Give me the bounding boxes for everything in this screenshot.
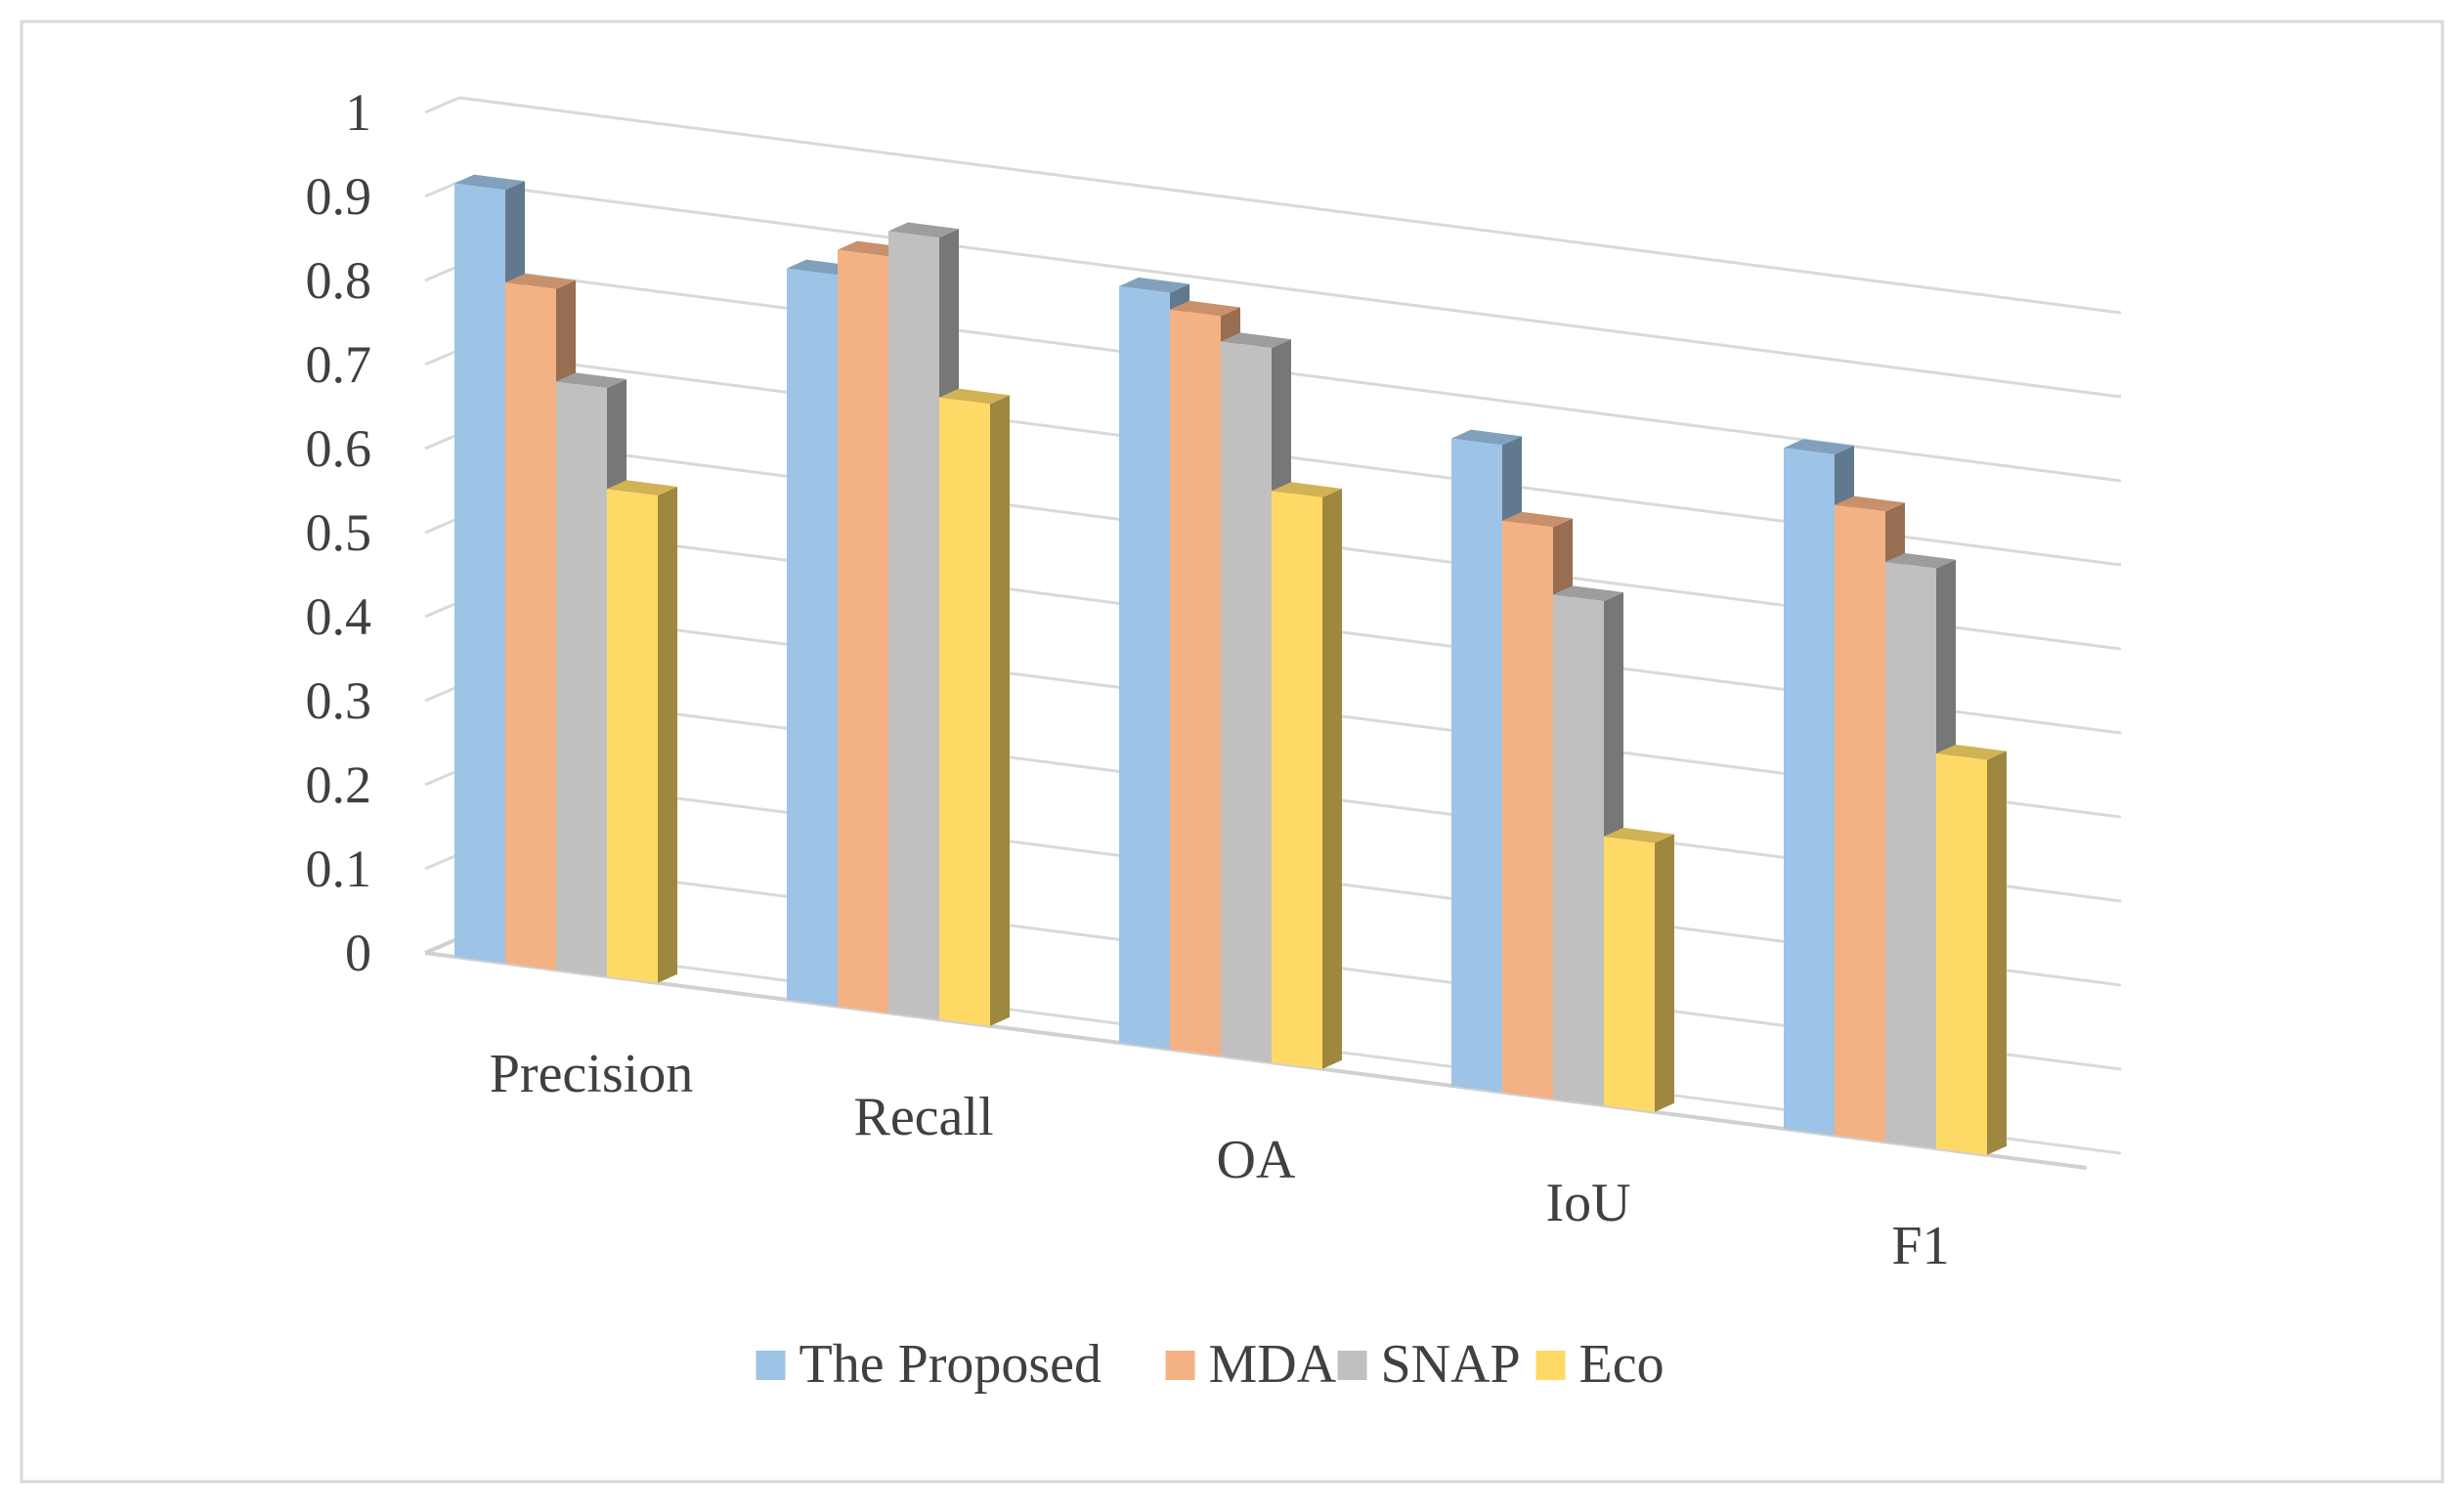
gridline-side (424, 96, 460, 114)
bar-front (1221, 341, 1272, 1063)
bar-top (1604, 827, 1674, 843)
category-labels: Precision Recall OA IoU F1 (490, 1044, 1950, 1276)
bar-top (1885, 552, 1956, 569)
floor-edge (424, 936, 460, 955)
gridline-side (424, 852, 460, 871)
bar-top (1835, 495, 1905, 512)
bar-front (1835, 504, 1885, 1142)
bar-recall-eco (939, 388, 1010, 1026)
y-tick-label: 0.4 (306, 587, 372, 646)
bar-front (556, 381, 607, 977)
legend-swatch (1165, 1351, 1195, 1380)
legend-swatch (756, 1351, 786, 1380)
bar-top (1221, 332, 1291, 349)
gridline-side (424, 768, 460, 787)
bar-top (888, 222, 959, 238)
bar-top (939, 388, 1010, 405)
gridline-side (424, 516, 460, 535)
bar-top (556, 372, 627, 389)
bars (454, 174, 2007, 1155)
bar-top (505, 274, 576, 289)
bar-precision-eco (607, 480, 677, 983)
bar-top (1553, 585, 1623, 602)
bar-f1-eco (1936, 744, 2007, 1155)
bar-front (454, 183, 505, 964)
y-tick-label: 0.7 (306, 335, 372, 394)
gridline-side (424, 684, 460, 703)
bar-side (1655, 834, 1674, 1112)
bar-top (1451, 429, 1522, 446)
y-tick-labels: 0 0.1 0.2 0.3 0.4 0.5 0.6 0.7 0.8 0.9 1 (306, 83, 372, 982)
bar-front (1272, 491, 1322, 1069)
gridline-side (424, 348, 460, 366)
bar-top (1936, 744, 2007, 760)
bar-front (1936, 753, 1987, 1155)
bar-front (888, 231, 939, 1020)
bar-side (658, 487, 677, 983)
legend-swatch (1535, 1351, 1566, 1380)
y-tick-label: 0 (345, 924, 371, 982)
bar-front (1784, 448, 1835, 1136)
legend-swatch (1337, 1351, 1367, 1380)
bar-front (787, 268, 838, 1007)
legend-label: The Proposed (800, 1334, 1102, 1395)
bar-front (1553, 594, 1604, 1106)
bar-front (1119, 285, 1170, 1050)
category-label: F1 (1891, 1216, 1949, 1276)
bar-top (454, 174, 525, 191)
bar-iou-eco (1604, 827, 1674, 1112)
gridline-side (424, 432, 460, 451)
bar-top (1784, 439, 1854, 455)
bar-top (1272, 482, 1342, 497)
legend-item: Eco (1535, 1334, 1664, 1395)
legend-label: MDA (1209, 1334, 1337, 1395)
bar-side (1322, 489, 1342, 1069)
category-label: Precision (490, 1044, 693, 1104)
bar-top (1170, 300, 1240, 317)
legend-item: SNAP (1337, 1334, 1521, 1395)
x-axis-line (424, 951, 2088, 1170)
bar-front (1170, 309, 1221, 1056)
category-label: Recall (853, 1087, 993, 1147)
bar-front (505, 282, 556, 970)
category-label: OA (1217, 1130, 1296, 1190)
bar-front (1502, 520, 1553, 1099)
gridline (458, 180, 2122, 399)
bar-side (1987, 751, 2007, 1155)
bar-front (1451, 438, 1502, 1093)
bar-front (939, 397, 990, 1026)
bar-side (990, 395, 1010, 1026)
category-label: IoU (1545, 1173, 1630, 1233)
legend: The Proposed MDA SNAP Eco (756, 1334, 1664, 1395)
bar-oa-eco (1272, 482, 1342, 1069)
bar-top (1119, 277, 1189, 293)
bar-front (838, 249, 888, 1013)
y-tick-label: 0.6 (306, 419, 372, 478)
axes (424, 936, 2088, 1170)
y-tick-label: 0.9 (306, 167, 372, 226)
gridline-side (424, 600, 460, 619)
y-tick-label: 1 (345, 83, 371, 142)
bar-top (607, 480, 677, 495)
bar-front (607, 489, 658, 983)
bar-top (1502, 511, 1573, 528)
gridline-side (424, 180, 460, 198)
legend-label: SNAP (1381, 1334, 1521, 1395)
bar-front (1885, 561, 1936, 1149)
y-tick-label: 0.2 (306, 755, 372, 814)
bar-front (1604, 836, 1655, 1112)
legend-item: The Proposed (756, 1334, 1102, 1395)
legend-label: Eco (1579, 1334, 1664, 1395)
legend-item: MDA (1165, 1334, 1337, 1395)
gridline (458, 96, 2122, 315)
y-tick-label: 0.1 (306, 840, 372, 898)
y-tick-label: 0.8 (306, 251, 372, 310)
y-tick-label: 0.5 (306, 503, 372, 562)
gridline-side (424, 264, 460, 282)
y-tick-label: 0.3 (306, 671, 372, 730)
